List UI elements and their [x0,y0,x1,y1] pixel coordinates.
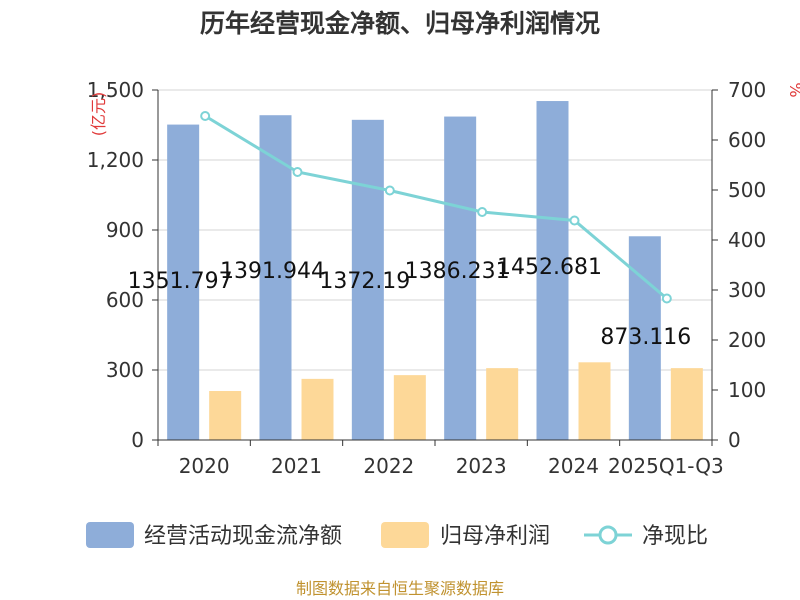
x-tick-label: 2020 [179,454,230,478]
ratio-point [661,293,672,304]
legend-label-cashflow: 经营活动现金流净额 [144,524,342,549]
ratio-line [200,111,672,304]
x-tick-label: 2025Q1-Q3 [608,454,724,478]
net-profit-bar [670,368,703,440]
right-tick-label: 400 [728,228,766,252]
right-tick-label: 600 [728,128,766,152]
cashflow-bar [444,116,477,441]
cashflow-bar [536,101,569,440]
ratio-series-line [204,114,668,300]
net-profit-bar [578,362,611,440]
left-tick-label: 0 [131,428,144,452]
x-tick-label: 2024 [548,454,599,478]
left-tick-label: 1,500 [87,78,144,102]
axes: 0 300 600 900 1,200 1,500 0 100 200 300 400 500 600 7… [87,78,800,478]
legend-label-net-profit: 归母净利润 [440,524,550,549]
cashflow-bar [351,119,384,441]
ratio-point [384,185,395,196]
right-tick-label: 500 [728,178,766,202]
data-label: 1372.19 [319,269,410,294]
left-tick-label: 1,200 [87,148,144,172]
legend-label-ratio: 净现比 [642,524,708,549]
ratio-point [292,167,303,177]
ratio-point [569,215,580,226]
ratio-point [477,207,488,217]
left-tick-label: 900 [106,218,144,242]
x-tick-label: 2022 [363,454,414,478]
legend-swatch-cashflow [86,522,134,548]
bar-group [167,101,703,441]
cashflow-bar [259,115,292,440]
right-tick-label: 100 [728,378,766,402]
ratio-point [200,111,211,121]
cashflow-bar [167,124,200,441]
legend-marker-ratio [598,525,618,545]
data-label: 1386.231 [405,259,510,284]
right-tick-label: 200 [728,328,766,352]
x-tick-label: 2023 [456,454,507,478]
source-note: 制图数据来自恒生聚源数据库 [296,579,504,598]
left-axis-unit: (亿元) [89,92,108,137]
net-profit-bar [209,391,242,440]
left-tick-label: 600 [106,288,144,312]
data-label: 1391.944 [220,259,325,284]
net-profit-bar [486,368,519,440]
right-tick-label: 700 [728,78,766,102]
chart-title: 历年经营现金净额、归母净利润情况 [200,9,600,38]
x-tick-label: 2021 [271,454,322,478]
left-tick-label: 300 [106,358,144,382]
legend: 经营活动现金流净额 归母净利润 净现比 [86,522,708,549]
right-tick-label: 300 [728,278,766,302]
legend-swatch-net-profit [381,522,429,548]
net-profit-bar [393,375,426,440]
data-label: 1351.797 [128,269,233,294]
right-tick-label: 0 [728,428,741,452]
right-axis-unit: % [786,82,800,97]
data-label: 1452.681 [497,255,602,280]
data-label: 873.116 [600,325,691,350]
net-profit-bar [301,378,334,440]
